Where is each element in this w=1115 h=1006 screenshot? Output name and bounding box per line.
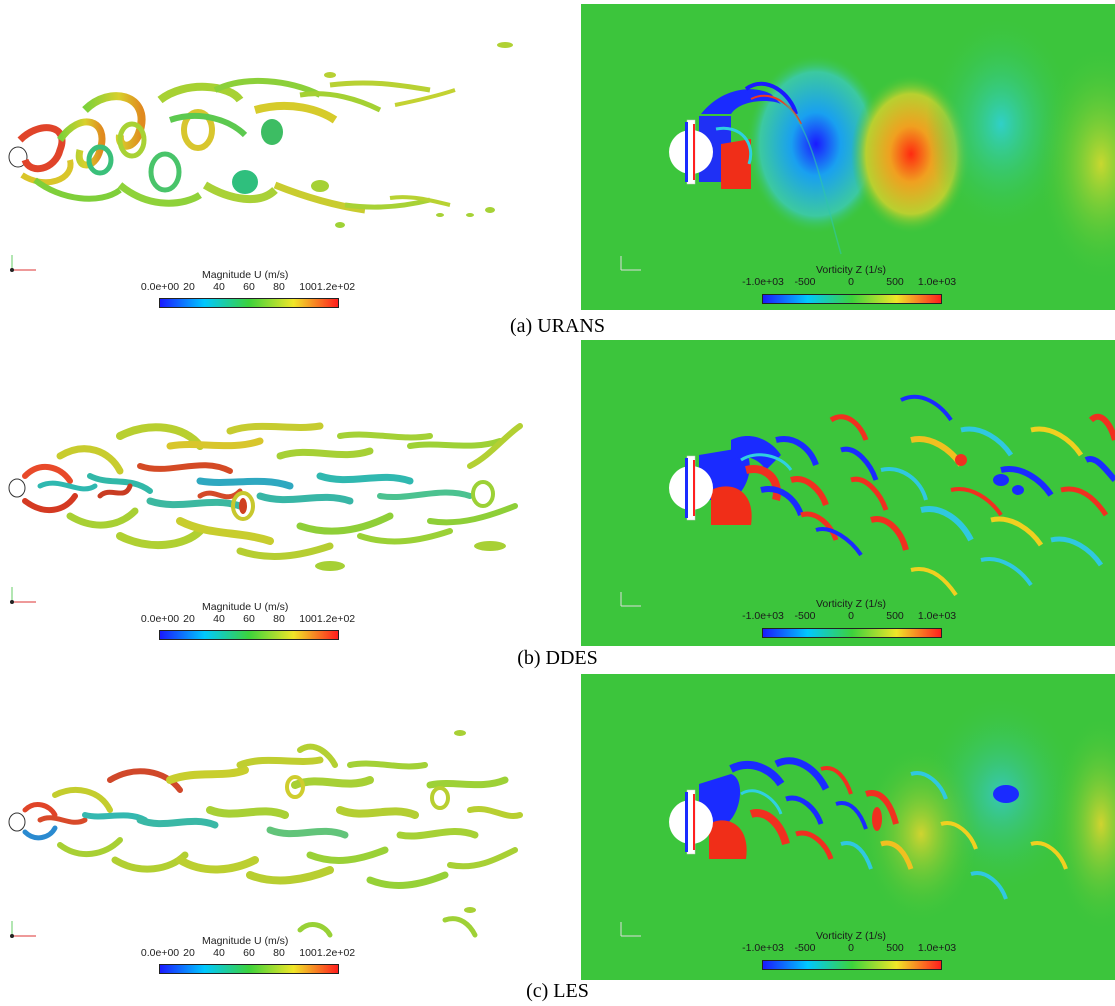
vortex-isosurface-image xyxy=(8,422,523,571)
vorticity-colorbar-ticks: -1.0e+03 -500 0 500 1.0e+03 xyxy=(581,942,1115,956)
vorticity-contour-panel-les: Vorticity Z (1/s) -1.0e+03 -500 0 500 1.… xyxy=(581,674,1115,980)
tick-label: -500 xyxy=(794,610,816,622)
vorticity-colorbar xyxy=(762,628,942,638)
vorticity-colorbar-title: Vorticity Z (1/s) xyxy=(816,930,887,942)
figure-caption: (b) DDES xyxy=(517,647,598,669)
tick-label: 100 xyxy=(299,613,317,625)
tick-label: 500 xyxy=(886,610,904,622)
tick-label: 0.0e+00 xyxy=(140,281,180,293)
tick-label: 80 xyxy=(273,947,285,959)
vorticity-colorbar xyxy=(762,960,942,970)
vorticity-contour-panel-urans: Vorticity Z (1/s) -1.0e+03 -500 0 500 1.… xyxy=(581,4,1115,310)
vortex-isosurface-image xyxy=(8,730,523,938)
orientation-axes xyxy=(617,918,647,940)
vortex-isosurface-image xyxy=(8,42,513,228)
orientation-axes xyxy=(8,918,40,940)
tick-label: 20 xyxy=(183,613,195,625)
vorticity-colorbar-ticks: -1.0e+03 -500 0 500 1.0e+03 xyxy=(581,276,1115,290)
tick-label: 1.2e+02 xyxy=(316,947,356,959)
tick-label: -1.0e+03 xyxy=(742,276,784,288)
velocity-isosurface-panel-ddes: Magnitude U (m/s) 0.0e+00 20 40 60 80 10… xyxy=(0,336,525,654)
tick-label: -1.0e+03 xyxy=(742,942,784,954)
figure-caption: (c) LES xyxy=(526,980,589,1002)
vorticity-contour-panel-ddes: Vorticity Z (1/s) -1.0e+03 -500 0 500 1.… xyxy=(581,340,1115,646)
tick-label: 80 xyxy=(273,281,285,293)
tick-label: 60 xyxy=(243,281,255,293)
tick-label: 100 xyxy=(299,281,317,293)
tick-label: 60 xyxy=(243,613,255,625)
tick-label: 20 xyxy=(183,281,195,293)
tick-label: 1.2e+02 xyxy=(316,281,356,293)
vorticity-colorbar-title: Vorticity Z (1/s) xyxy=(816,264,887,276)
velocity-colorbar xyxy=(159,298,339,308)
tick-label: 20 xyxy=(183,947,195,959)
tick-label: 0 xyxy=(848,610,854,622)
tick-label: 40 xyxy=(213,613,225,625)
figure-caption: (a) URANS xyxy=(510,315,605,337)
vorticity-colorbar-title: Vorticity Z (1/s) xyxy=(816,598,887,610)
velocity-colorbar xyxy=(159,630,339,640)
tick-label: 80 xyxy=(273,613,285,625)
vorticity-colorbar xyxy=(762,294,942,304)
tick-label: 1.2e+02 xyxy=(316,613,356,625)
velocity-isosurface-panel-les: Magnitude U (m/s) 0.0e+00 20 40 60 80 10… xyxy=(0,670,525,988)
tick-label: 500 xyxy=(886,276,904,288)
tick-label: 60 xyxy=(243,947,255,959)
velocity-colorbar-ticks: 0.0e+00 20 40 60 80 100 1.2e+02 xyxy=(0,613,525,627)
row-urans: Magnitude U (m/s) 0.0e+00 20 40 60 80 10… xyxy=(0,0,1115,340)
tick-label: 0 xyxy=(848,276,854,288)
vorticity-field-image xyxy=(669,694,1115,934)
tick-label: -500 xyxy=(794,276,816,288)
velocity-colorbar-ticks: 0.0e+00 20 40 60 80 100 1.2e+02 xyxy=(0,947,525,961)
orientation-axes xyxy=(8,252,40,274)
tick-label: 100 xyxy=(299,947,317,959)
row-ddes: Magnitude U (m/s) 0.0e+00 20 40 60 80 10… xyxy=(0,336,1115,672)
tick-label: 0.0e+00 xyxy=(140,947,180,959)
velocity-colorbar-title: Magnitude U (m/s) xyxy=(202,269,289,281)
vorticity-colorbar-ticks: -1.0e+03 -500 0 500 1.0e+03 xyxy=(581,610,1115,624)
tick-label: 1.0e+03 xyxy=(917,942,957,954)
velocity-colorbar-ticks: 0.0e+00 20 40 60 80 100 1.2e+02 xyxy=(0,281,525,295)
vorticity-field-image xyxy=(669,394,1115,597)
tick-label: -1.0e+03 xyxy=(742,610,784,622)
orientation-axes xyxy=(8,584,40,606)
tick-label: 500 xyxy=(886,942,904,954)
tick-label: 1.0e+03 xyxy=(917,610,957,622)
velocity-colorbar-title: Magnitude U (m/s) xyxy=(202,601,289,613)
tick-label: 1.0e+03 xyxy=(917,276,957,288)
tick-label: -500 xyxy=(794,942,816,954)
tick-label: 40 xyxy=(213,281,225,293)
velocity-isosurface-panel-urans: Magnitude U (m/s) 0.0e+00 20 40 60 80 10… xyxy=(0,0,525,318)
tick-label: 40 xyxy=(213,947,225,959)
orientation-axes xyxy=(617,588,647,610)
tick-label: 0 xyxy=(848,942,854,954)
velocity-colorbar-title: Magnitude U (m/s) xyxy=(202,935,289,947)
vorticity-field-image xyxy=(669,14,1115,284)
orientation-axes xyxy=(617,252,647,274)
tick-label: 0.0e+00 xyxy=(140,613,180,625)
row-les: Magnitude U (m/s) 0.0e+00 20 40 60 80 10… xyxy=(0,670,1115,1006)
velocity-colorbar xyxy=(159,964,339,974)
